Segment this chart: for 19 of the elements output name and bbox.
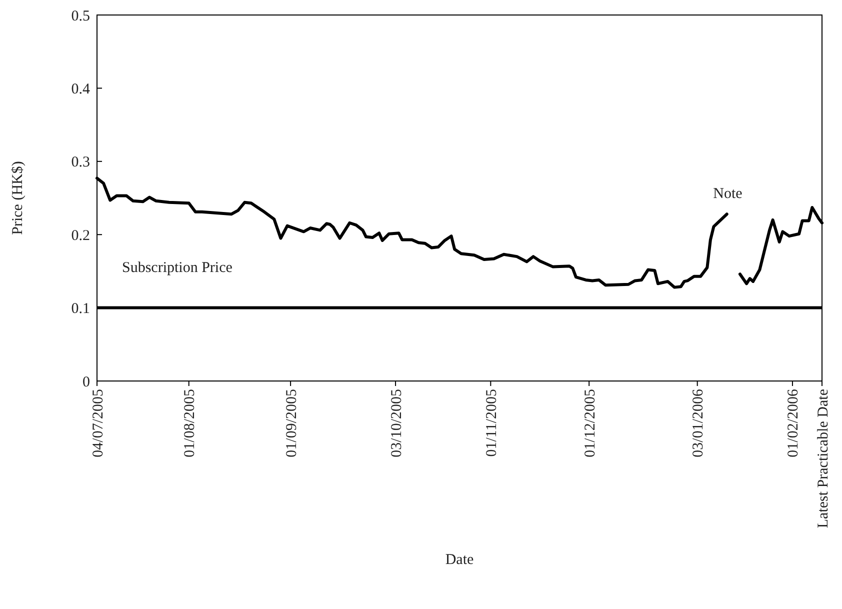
x-tick-label: 01/09/2005 <box>284 389 300 458</box>
y-tick-label: 0 <box>82 374 90 390</box>
x-tick-label: Latest Practicable Date <box>815 388 832 528</box>
x-tick-label: 01/02/2006 <box>786 388 802 458</box>
y-tick-label: 0.1 <box>71 301 90 318</box>
y-tick-label: 0.4 <box>71 81 90 98</box>
y-tick-label: 0.3 <box>71 154 90 171</box>
x-tick-label: 03/01/2006 <box>690 388 707 458</box>
ref-line-label: Subscription Price <box>122 260 233 276</box>
annotation: Note <box>713 186 743 202</box>
x-tick-label: 04/07/2005 <box>90 389 106 458</box>
x-tick-label: 03/10/2005 <box>388 389 405 458</box>
y-tick-label: 0.5 <box>71 8 90 24</box>
y-axis-title: Price (HK$) <box>10 161 26 235</box>
x-tick-label: 01/08/2005 <box>182 389 198 458</box>
x-tick-label: 01/11/2005 <box>484 389 500 457</box>
x-tick-label: 01/12/2005 <box>582 389 598 458</box>
y-tick-label: 0.2 <box>71 228 90 244</box>
x-axis-title: Date <box>445 552 474 568</box>
